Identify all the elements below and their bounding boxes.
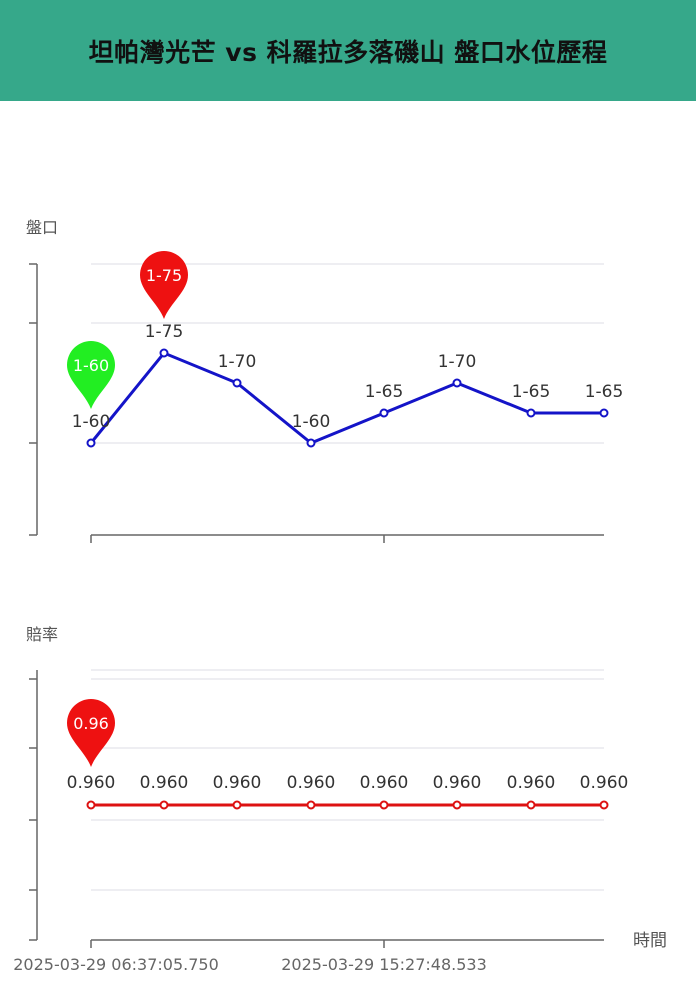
- chart1-point-1: [159, 348, 169, 358]
- chart2-point-4: [379, 800, 389, 810]
- chart2-data-label-1: 0.960: [140, 773, 189, 793]
- chart1-y-axis-label: 盤口: [26, 218, 58, 237]
- chart1-marker-1-pin: [140, 251, 188, 319]
- chart2-point-1: [159, 800, 169, 810]
- chart1-point-4: [379, 408, 389, 418]
- chart1-data-label-3: 1-60: [292, 412, 331, 432]
- chart1-point-5: [452, 378, 462, 388]
- chart2-point-6: [526, 800, 536, 810]
- chart2-marker-0-pin-label: 0.96: [73, 714, 109, 733]
- chart2-data-label-3: 0.960: [287, 773, 336, 793]
- chart1-point-6: [526, 408, 536, 418]
- chart2-marker-0-pin: [67, 699, 115, 767]
- chart2-y-axis-label: 賠率: [26, 625, 58, 644]
- chart2-point-5: [452, 800, 462, 810]
- chart2-data-label-6: 0.960: [507, 773, 556, 793]
- chart2-point-0: [86, 800, 96, 810]
- chart-header: 坦帕灣光芒 vs 科羅拉多落磯山 盤口水位歷程: [0, 0, 696, 101]
- chart2-data-label-5: 0.960: [433, 773, 482, 793]
- chart2-point-3: [306, 800, 316, 810]
- chart2-point-7: [599, 800, 609, 810]
- chart1-data-label-6: 1-65: [512, 382, 551, 402]
- chart1-data-label-0: 1-60: [72, 412, 111, 432]
- chart1-marker-0-pin: [67, 341, 115, 409]
- chart2-data-label-0: 0.960: [67, 773, 116, 793]
- chart1-series-line: [89, 351, 604, 445]
- chart1-data-label-1: 1-75: [145, 322, 184, 342]
- chart2-x-tick-label-0: 2025-03-29 06:37:05.750: [13, 955, 219, 974]
- chart1-data-label-4: 1-65: [365, 382, 404, 402]
- page-title: 坦帕灣光芒 vs 科羅拉多落磯山 盤口水位歷程: [88, 37, 608, 67]
- chart2-data-label-4: 0.960: [360, 773, 409, 793]
- chart1-marker-0-pin-label: 1-60: [73, 356, 109, 375]
- chart2-x-tick-label-1: 2025-03-29 15:27:48.533: [281, 955, 487, 974]
- chart2-x-axis-label: 時間: [633, 931, 667, 951]
- chart2-data-label-2: 0.960: [213, 773, 262, 793]
- chart1-point-0: [86, 438, 96, 448]
- chart1-point-7: [599, 408, 609, 418]
- chart2-point-2: [232, 800, 242, 810]
- chart1-marker-1-pin-label: 1-75: [146, 266, 182, 285]
- chart1-data-label-5: 1-70: [438, 352, 477, 372]
- chart2-data-label-7: 0.960: [580, 773, 629, 793]
- chart1-data-label-2: 1-70: [218, 352, 257, 372]
- chart1-point-3: [306, 438, 316, 448]
- chart1-point-2: [232, 378, 242, 388]
- chart1-data-label-7: 1-65: [585, 382, 624, 402]
